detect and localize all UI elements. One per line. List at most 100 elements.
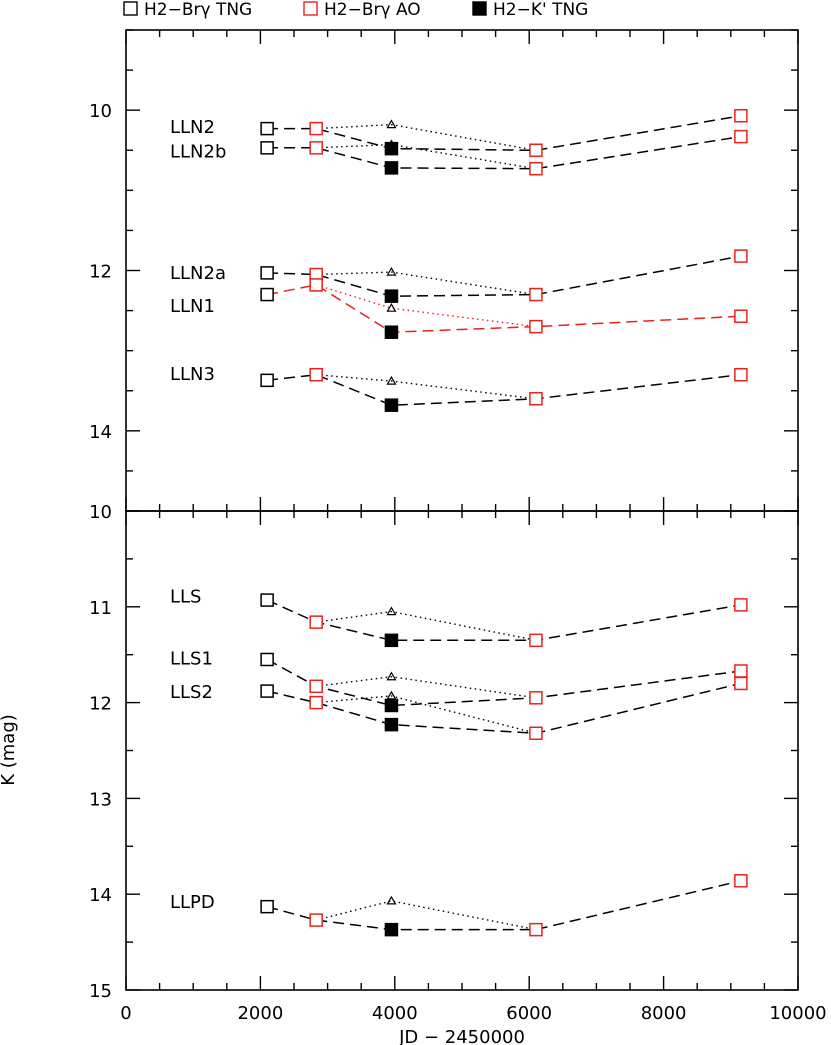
point-brg-tng — [260, 684, 274, 698]
legend-label-brg-ao: H2−Brγ AO — [324, 0, 421, 20]
point-brg-tng — [260, 899, 274, 914]
series-lln3 — [260, 367, 748, 412]
point-brg-ao — [734, 598, 748, 612]
series-llpd — [260, 874, 748, 937]
point-brg-ao — [529, 287, 543, 302]
object-label-lln3: LLN3 — [170, 364, 215, 385]
x-tick-label: 0 — [120, 1003, 131, 1024]
y-tick-label: 12 — [89, 262, 112, 283]
legend-label-kp-tng: H2−K' TNG — [493, 0, 588, 20]
point-kp-tng — [384, 922, 399, 937]
point-brg-ao — [309, 615, 323, 629]
y-tick-label: 10 — [89, 502, 112, 523]
dotted-curve-lls2 — [316, 695, 537, 734]
dotted-curve-lln1 — [315, 284, 536, 328]
y-tick-label: 13 — [89, 789, 112, 810]
dashed-curve-lln2 — [267, 115, 742, 152]
point-brg-ao — [734, 874, 748, 888]
object-label-lln2b: LLN2b — [170, 141, 226, 162]
x-axis-label: JD − 2450000 — [398, 1027, 525, 1045]
point-kp-tng — [384, 717, 399, 732]
point-brg-ao — [734, 367, 748, 382]
x-tick-label: 8000 — [641, 1003, 687, 1024]
dashed-curve-lln2b — [267, 135, 742, 170]
series-lln2 — [260, 109, 748, 157]
point-brg-ao — [309, 121, 323, 136]
point-brg-ao — [734, 129, 748, 144]
point-brg-ao — [529, 726, 543, 741]
legend: H2−Brγ TNG H2−Brγ AO H2−K' TNG — [123, 0, 588, 20]
dotted-curve-llpd — [316, 900, 537, 931]
series-lln2b — [260, 129, 748, 176]
point-brg-ao — [529, 691, 543, 705]
x-tick-label: 10000 — [769, 1003, 826, 1024]
point-aux-triangle — [386, 139, 397, 149]
point-aux-triangle — [386, 606, 397, 616]
series-lln2a — [260, 249, 748, 303]
series-lls — [260, 593, 748, 648]
legend-marker-brg-ao — [303, 1, 318, 16]
dotted-curve-lln2a — [316, 271, 537, 296]
point-brg-tng — [260, 373, 274, 388]
point-kp-tng — [384, 289, 399, 303]
point-aux-triangle — [386, 266, 397, 276]
point-brg-ao — [309, 913, 323, 927]
point-aux-triangle — [386, 302, 397, 312]
dashed-curve-lls1 — [266, 658, 741, 707]
x-tick-label: 2000 — [237, 1003, 283, 1024]
point-kp-tng — [384, 161, 399, 175]
point-brg-ao — [529, 633, 543, 648]
y-tick-label: 12 — [89, 694, 112, 715]
dotted-curve-lls1 — [316, 675, 537, 699]
dashed-curve-lln1 — [266, 284, 741, 333]
point-kp-tng — [384, 325, 399, 339]
series-layer — [260, 109, 748, 937]
legend-label-brg-tng: H2−Brγ TNG — [144, 0, 252, 20]
point-kp-tng — [384, 698, 399, 713]
dashed-curve-lln3 — [267, 373, 741, 406]
point-brg-ao — [734, 309, 748, 323]
point-brg-ao — [529, 392, 543, 406]
x-tick-label: 6000 — [506, 1003, 552, 1024]
object-label-llpd: LLPD — [170, 892, 215, 913]
series-lln1 — [260, 278, 748, 339]
y-tick-label: 15 — [89, 981, 112, 1002]
point-aux-triangle — [386, 895, 397, 905]
panel-frame-top — [125, 29, 799, 512]
object-label-lln1: LLN1 — [170, 296, 215, 317]
dotted-curve-lln2b — [316, 143, 537, 170]
point-brg-ao — [734, 109, 748, 123]
y-tick-label: 10 — [89, 101, 112, 122]
object-label-lls2: LLS2 — [170, 682, 213, 703]
point-kp-tng — [384, 398, 399, 412]
dashed-curve-lls2 — [266, 682, 742, 735]
dashed-curve-llpd — [266, 880, 742, 931]
point-brg-ao — [309, 695, 323, 710]
point-brg-ao — [309, 367, 323, 382]
series-lls1 — [260, 652, 748, 713]
point-brg-ao — [309, 141, 323, 155]
dashed-curve-lls — [266, 599, 742, 642]
point-brg-tng — [260, 141, 274, 155]
series-lls2 — [260, 676, 748, 741]
point-brg-ao — [309, 679, 323, 694]
point-brg-ao — [309, 278, 323, 292]
point-brg-tng — [260, 593, 274, 607]
y-tick-label: 14 — [89, 885, 112, 906]
object-labels: LLN2 LLN2b LLN2a LLN1 LLN3 LLS LLS1 LLS2 LLPD — [170, 117, 226, 913]
y-tick-label: 14 — [89, 422, 112, 443]
point-aux-triangle — [386, 119, 397, 129]
point-brg-tng — [260, 287, 274, 302]
point-brg-ao — [529, 143, 543, 157]
point-brg-ao — [734, 676, 748, 691]
point-brg-ao — [734, 249, 748, 263]
point-brg-ao — [529, 319, 543, 334]
point-aux-triangle — [386, 671, 397, 681]
y-tick-label: 11 — [89, 598, 112, 619]
dotted-curve-lls — [316, 610, 537, 641]
point-brg-ao — [529, 161, 543, 176]
dotted-curve-lln3 — [316, 374, 536, 400]
point-brg-ao — [529, 922, 543, 937]
tick-labels: 10 12 14 10 11 12 13 14 15 0 2000 4000 6000 8000 10000 — [89, 101, 827, 1024]
